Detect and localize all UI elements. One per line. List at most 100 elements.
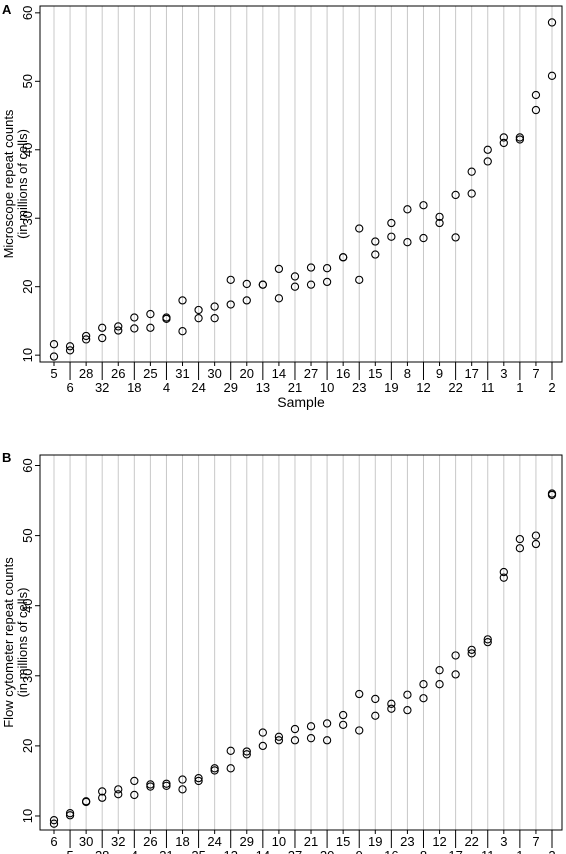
data-point xyxy=(451,233,460,242)
x-tick-label: 32 xyxy=(95,380,109,395)
data-point xyxy=(306,734,316,743)
data-point xyxy=(194,305,203,315)
data-point xyxy=(130,324,139,333)
data-point xyxy=(210,314,219,323)
x-tick-label: 1 xyxy=(516,380,523,395)
data-point xyxy=(355,275,364,284)
data-point xyxy=(81,797,91,807)
data-point xyxy=(130,313,139,322)
data-point xyxy=(114,322,123,331)
x-tick-label: 19 xyxy=(368,834,382,849)
panel-label: A xyxy=(2,2,12,17)
y-tick-label: 60 xyxy=(20,6,35,20)
x-tick-label: 14 xyxy=(272,366,286,381)
y-tick-label: 20 xyxy=(20,279,35,293)
data-point xyxy=(290,736,300,745)
y-tick-label: 50 xyxy=(20,74,35,88)
data-point xyxy=(226,275,235,284)
data-point xyxy=(547,490,557,500)
x-tick-label: 17 xyxy=(464,366,478,381)
data-point xyxy=(178,296,187,305)
data-point xyxy=(274,736,284,745)
y-tick-label: 30 xyxy=(20,669,35,683)
data-point xyxy=(483,635,492,644)
x-tick-label: 15 xyxy=(368,366,382,381)
data-point xyxy=(435,212,444,222)
data-point xyxy=(178,327,187,336)
data-point xyxy=(467,189,476,198)
data-point xyxy=(98,793,107,802)
data-point xyxy=(65,346,75,355)
x-tick-label: 30 xyxy=(79,834,93,849)
data-point xyxy=(274,264,284,274)
data-point xyxy=(339,253,348,262)
data-point xyxy=(210,764,219,773)
data-point xyxy=(49,352,59,361)
data-point xyxy=(194,314,203,323)
data-point xyxy=(306,263,316,272)
data-point xyxy=(242,279,251,289)
data-point xyxy=(435,218,444,228)
data-point xyxy=(162,781,171,790)
data-point xyxy=(515,135,525,144)
data-point xyxy=(130,776,139,786)
data-point xyxy=(483,637,492,647)
data-point xyxy=(467,645,476,655)
x-tick-label: 14 xyxy=(256,848,270,854)
x-tick-label: 23 xyxy=(400,834,414,849)
data-point xyxy=(258,741,267,751)
data-point xyxy=(114,785,123,794)
x-tick-label: 13 xyxy=(223,848,237,854)
data-point xyxy=(451,670,460,679)
data-point xyxy=(419,201,428,210)
data-point xyxy=(403,238,412,247)
x-tick-label: 19 xyxy=(384,380,398,395)
data-point xyxy=(467,649,476,658)
x-tick-label: 9 xyxy=(436,366,443,381)
x-tick-label: 15 xyxy=(336,834,350,849)
plot-frame xyxy=(39,5,563,363)
x-tick-label: 27 xyxy=(304,366,318,381)
data-point xyxy=(467,167,476,176)
x-tick-label: 32 xyxy=(111,834,125,849)
data-point xyxy=(226,764,235,773)
data-point xyxy=(65,811,75,820)
data-point xyxy=(98,323,107,332)
data-point xyxy=(162,314,171,324)
x-tick-label: 26 xyxy=(143,834,157,849)
data-point xyxy=(49,340,59,349)
x-tick-label: 20 xyxy=(320,848,334,854)
x-tick-label: 7 xyxy=(532,834,539,849)
x-tick-label: 24 xyxy=(191,380,205,395)
data-point xyxy=(339,720,348,730)
plot-frame xyxy=(39,454,563,831)
data-point xyxy=(306,280,316,289)
data-point xyxy=(258,280,267,289)
x-tick-label: 4 xyxy=(163,380,170,395)
data-point xyxy=(419,680,428,689)
data-point xyxy=(65,342,75,351)
data-point xyxy=(146,780,155,789)
data-point xyxy=(274,294,284,303)
data-point xyxy=(515,534,525,544)
x-tick-label: 25 xyxy=(191,848,205,854)
data-point xyxy=(531,105,541,115)
data-point xyxy=(419,694,428,703)
data-point xyxy=(210,302,219,311)
data-point xyxy=(49,819,59,828)
data-point xyxy=(499,573,508,582)
data-point xyxy=(483,157,492,166)
panel-a: A102030405060562832261825431243029201314… xyxy=(1,2,563,410)
x-tick-label: 31 xyxy=(159,848,173,854)
x-tick-label: 16 xyxy=(336,366,350,381)
x-tick-label: 11 xyxy=(481,380,495,395)
x-axis-title: Sample xyxy=(277,394,325,410)
data-point xyxy=(290,272,300,281)
data-point xyxy=(355,689,364,699)
y-tick-label: 30 xyxy=(20,211,35,225)
x-tick-label: 9 xyxy=(356,848,363,854)
data-point xyxy=(387,218,396,228)
x-tick-label: 18 xyxy=(127,380,141,395)
x-tick-label: 18 xyxy=(175,834,189,849)
data-point xyxy=(65,809,75,818)
